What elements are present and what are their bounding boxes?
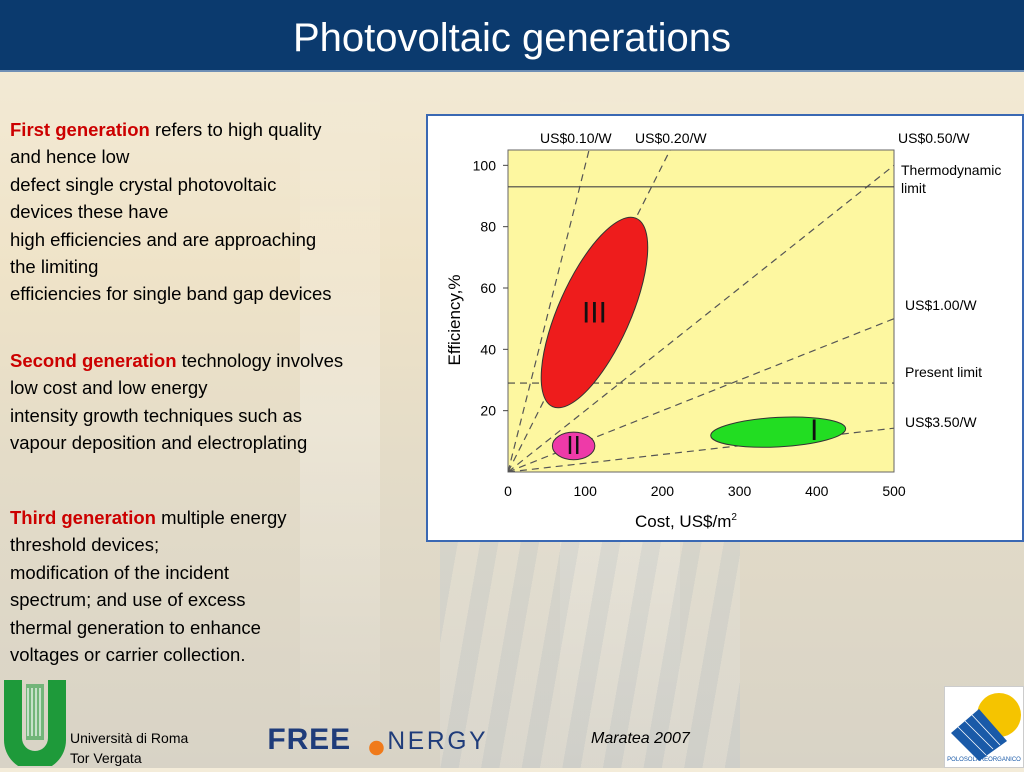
region-ellipse [710,416,847,448]
region-label: III [582,297,607,330]
paragraph-line: efficiencies for single band gap devices [10,283,332,305]
first-generation-text: refers to high quality [149,119,322,140]
polo-solare-logo: POLOSOLAREORGANICO [944,686,1024,768]
present-limit-label: Present limit [905,364,982,380]
third-generation-lead: Third generation [10,507,156,528]
cost-line [508,427,894,472]
cost-line-label: US$0.50/W [898,130,970,146]
paragraph-line: threshold devices; [10,534,160,556]
paragraph-line: thermal generation to enhance [10,616,261,638]
solar-panel-icon: POLOSOLAREORGANICO [947,693,1021,763]
region-ellipse [551,431,596,461]
slide-title: Photovoltaic generations [292,16,732,60]
second-generation-lead: Second generation [10,350,177,371]
paragraph-line: devices these have [10,201,169,223]
y-tick-label: 60 [480,280,496,296]
freenergy-logo-text-free: FREE [267,723,351,756]
y-tick-label: 40 [480,341,496,357]
paragraph-line: vapour deposition and electroplating [10,432,308,454]
event-label: Maratea 2007 [591,730,690,747]
third-generation-paragraph: Third generation multiple energy thresho… [10,504,425,668]
cost-line-label: US$3.50/W [905,414,977,430]
efficiency-cost-chart: US$0.10/W US$0.20/W US$0.50/W US$1.00/W US$3… [426,114,1024,542]
first-generation-paragraph: First generation refers to high quality … [10,116,425,308]
paragraph-line: spectrum; and use of excess [10,589,246,611]
first-generation-lead: First generation [10,119,150,140]
title-bar: Photovoltaic generations [0,0,1024,72]
x-tick-label: 300 [728,483,752,499]
x-tick-label: 200 [651,483,675,499]
sun-icon [369,740,384,756]
x-tick-label: 0 [504,483,512,499]
paragraph-line: intensity growth techniques such as [10,404,303,426]
thermodynamic-limit-label: Thermodynamic [901,162,1001,178]
paragraph-line: defect single crystal photovoltaic [10,173,277,195]
paragraph-line: high efficiencies and are approaching [10,228,317,250]
x-tick-label: 100 [574,483,598,499]
x-tick-label: 400 [805,483,829,499]
x-tick-label: 500 [882,483,906,499]
y-tick-label: 100 [473,157,497,173]
paragraph-line: modification of the incident [10,561,230,583]
freenergy-logo: FREE NERGY [267,723,488,756]
paragraph-line: voltages or carrier collection. [10,644,246,666]
background-solar-panels [440,540,740,768]
x-axis-label-text: Cost, US$/m [635,512,731,531]
thermodynamic-limit-label-2: limit [901,180,926,196]
x-axis-label-sup: 2 [731,512,737,523]
paragraph-line: the limiting [10,256,99,278]
background-beam [300,70,380,768]
cost-line [508,164,894,472]
region-label: I [810,414,818,447]
freenergy-logo-text-nergy: NERGY [387,728,488,755]
second-generation-paragraph: Second generation technology involves lo… [10,347,425,457]
cost-line-label: US$1.00/W [905,297,977,313]
y-tick-label: 80 [480,219,496,235]
cost-line-label: US$0.20/W [635,130,707,146]
paragraph-line: and hence low [10,146,130,168]
chart-svg: US$0.10/W US$0.20/W US$0.50/W US$1.00/W US$3… [445,130,1001,531]
region-ellipse [540,216,649,409]
x-axis-label: Cost, US$/m2 [635,512,737,531]
y-tick-label: 20 [480,403,496,419]
polo-solare-label: POLOSOLAREORGANICO [947,757,1021,763]
second-generation-text: technology involves [176,350,344,371]
third-generation-text: multiple energy [155,507,287,528]
university-name-line1: Università di Roma [70,730,189,746]
university-logo [4,680,66,766]
paragraph-line: low cost and low energy [10,377,208,399]
region-label: II [566,430,580,460]
y-axis-label: Efficiency,% [445,274,464,365]
cost-line-label: US$0.10/W [540,130,612,146]
university-name-line2: Tor Vergata [70,750,142,766]
